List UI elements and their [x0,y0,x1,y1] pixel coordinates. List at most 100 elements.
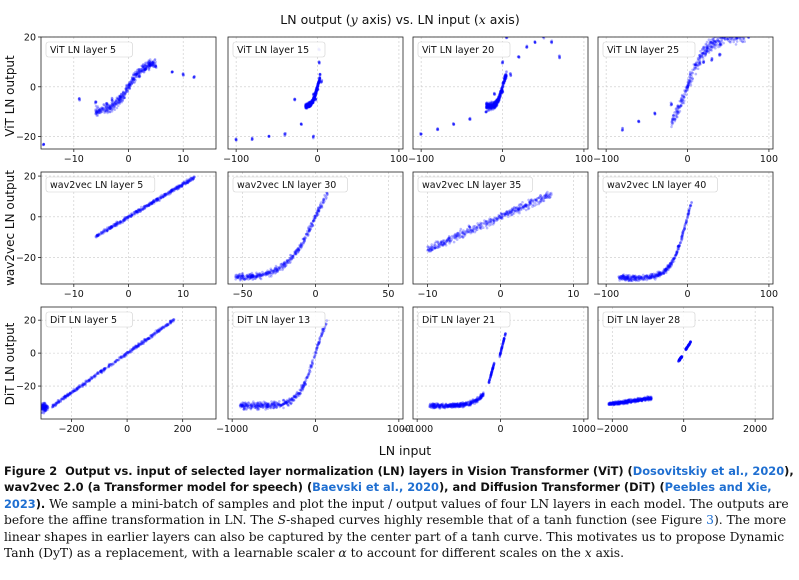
data-point [121,354,125,358]
data-point [684,222,688,225]
data-point [640,275,643,279]
x-tick-label: −10 [64,154,84,165]
data-point [325,322,328,326]
data-point [486,104,489,107]
x-tick-label: 0 [685,154,691,165]
data-point [652,275,656,278]
data-point [244,404,248,408]
data-point [676,110,680,114]
data-point [147,204,151,207]
data-point [475,226,478,229]
data-point [86,380,90,383]
data-point [235,139,238,142]
data-point [437,242,440,245]
data-point [453,404,457,408]
data-point [488,103,492,107]
data-point [622,275,625,278]
data-point [241,277,245,281]
data-point [292,399,295,402]
data-point [116,220,119,224]
data-point [653,112,657,116]
data-point [499,92,502,95]
data-point [162,193,166,196]
data-point [718,53,721,56]
data-point [251,405,255,408]
data-point [667,264,670,268]
data-point [269,406,273,410]
data-point [244,277,247,281]
data-point [492,219,495,222]
data-point [276,404,279,407]
data-point [43,401,47,405]
data-point [153,332,156,335]
data-point [149,63,152,67]
data-point [494,102,497,106]
data-point [122,355,125,358]
data-point [94,235,97,238]
data-point [718,42,722,46]
data-point [496,217,499,220]
data-point [433,245,436,248]
data-point [739,32,742,35]
data-point [548,192,552,195]
panel-frame [412,36,589,150]
data-point [453,405,457,409]
data-point [143,204,146,208]
data-point [498,93,502,96]
data-point [129,351,132,354]
data-point [675,250,678,254]
data-point [307,104,311,108]
data-point [314,91,317,95]
data-point [504,77,508,81]
data-point [469,226,472,230]
data-point [665,268,669,271]
data-point [680,238,684,241]
data-point [294,396,298,399]
data-point [267,405,270,409]
data-point [527,206,531,210]
data-point [128,86,131,90]
data-point [489,103,493,106]
data-point [112,107,115,111]
data-point [304,383,307,386]
data-point [130,213,134,217]
data-point [287,259,290,262]
data-point [697,63,700,67]
data-point [123,93,127,96]
data-point [653,273,657,277]
data-point [316,84,320,87]
data-point [294,253,298,256]
data-point [137,75,141,79]
data-point [318,62,321,65]
data-point [485,104,489,107]
data-point [308,368,312,372]
data-point [686,85,690,89]
data-point [122,219,125,222]
data-point [708,43,712,46]
data-point [313,94,317,98]
data-point [246,275,250,279]
data-point [503,74,506,78]
data-point [143,63,147,67]
data-point [119,220,122,223]
data-point [662,267,666,271]
data-point [94,100,98,104]
data-point [469,399,472,403]
data-point [743,33,746,36]
data-point [436,127,440,131]
data-point [316,211,319,215]
data-point [100,107,103,111]
data-point [110,225,113,229]
data-point [737,33,740,36]
data-point [115,106,119,110]
data-point [132,347,135,350]
data-point [177,185,181,189]
data-point [297,392,301,395]
data-point [487,105,491,109]
data-point [145,64,149,68]
data-point [96,235,99,238]
data-point [301,383,305,387]
data-point [523,204,527,208]
data-point [676,112,680,115]
data-point [130,212,134,215]
